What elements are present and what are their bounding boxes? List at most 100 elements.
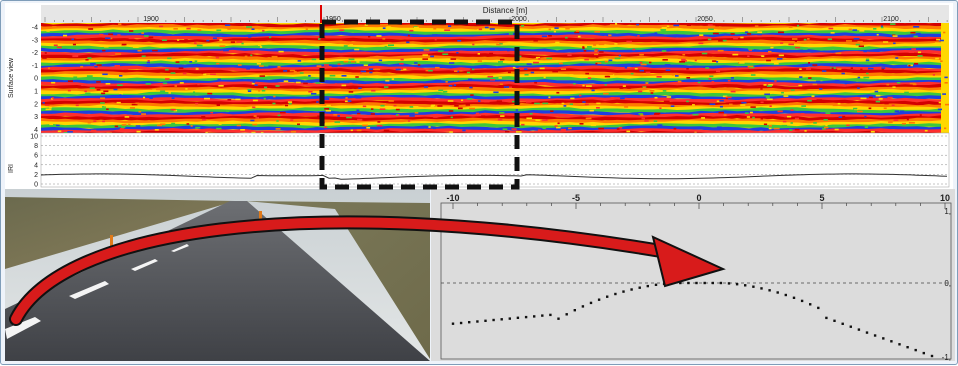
heatmap-speckle	[594, 49, 599, 51]
heatmap-speckle	[101, 92, 106, 95]
heatmap-speckle	[323, 126, 328, 129]
heatmap-speckle	[876, 33, 879, 36]
heatmap-speckle	[838, 116, 843, 118]
heatmap-speckle	[831, 67, 834, 70]
heatmap-speckle	[835, 52, 842, 55]
heatmap-speckle	[319, 121, 325, 124]
heatmap-speckle	[538, 58, 541, 60]
heatmap-speckle	[799, 76, 803, 78]
heatmap-speckle	[502, 128, 508, 130]
heatmap-speckle	[763, 84, 767, 86]
transverse-profile-panel: -10 -5 0 5 10 1, 0, -1,	[431, 189, 955, 362]
heatmap-speckle	[355, 96, 362, 99]
heatmap-speckle	[94, 65, 98, 68]
heatmap-speckle	[357, 112, 361, 115]
heatmap-speckle	[719, 99, 724, 102]
heatmap-speckle	[102, 106, 106, 108]
heatmap-speckle	[926, 27, 932, 29]
heatmap-speckle	[171, 97, 175, 99]
heatmap-speckle	[371, 89, 376, 92]
heatmap-speckle	[768, 50, 772, 53]
heatmap-speckle	[573, 83, 576, 85]
heatmap-speckle	[105, 83, 111, 85]
heatmap-speckle	[583, 50, 587, 52]
heatmap-speckle	[205, 131, 208, 133]
heatmap-speckle	[716, 61, 719, 63]
heatmap-speckle	[752, 116, 755, 119]
heatmap-speckle	[94, 64, 99, 67]
heatmap-speckle	[467, 98, 473, 100]
heatmap-speckle	[121, 124, 127, 126]
heatmap-speckle	[516, 55, 522, 58]
heatmap-speckle	[383, 129, 390, 132]
heatmap-speckle	[144, 36, 147, 38]
heatmap-speckle	[866, 72, 869, 75]
heatmap-speckle	[146, 34, 150, 36]
heatmap-speckle	[156, 124, 162, 127]
heatmap-speckle	[289, 69, 296, 72]
heatmap-speckle	[256, 63, 261, 65]
heatmap-speckle	[458, 107, 463, 110]
heatmap-speckle	[824, 126, 829, 129]
heatmap-speckle	[582, 46, 585, 48]
heatmap-speckle	[469, 86, 473, 89]
heatmap-speckle	[264, 86, 268, 89]
heatmap-speckle	[535, 56, 540, 59]
heatmap-speckle	[595, 56, 599, 58]
heatmap-speckle	[596, 107, 600, 109]
heatmap-speckle	[608, 59, 613, 62]
heatmap-speckle	[943, 31, 946, 34]
profile-point	[752, 285, 755, 288]
heatmap-speckle	[246, 68, 251, 70]
heatmap-speckle	[354, 33, 358, 35]
heatmap-speckle	[435, 66, 440, 69]
heatmap-speckle	[44, 52, 47, 54]
heatmap-speckle	[437, 83, 444, 86]
heatmap-speckle	[853, 107, 858, 110]
heatmap-speckle	[699, 34, 704, 36]
heatmap-speckle	[694, 59, 697, 62]
heatmap-speckle	[549, 105, 554, 108]
heatmap-speckle	[706, 55, 712, 57]
heatmap-speckle	[87, 121, 91, 124]
heatmap-speckle	[496, 100, 502, 102]
iri-plot-area	[40, 132, 950, 188]
profile-point	[930, 354, 934, 358]
heatmap-speckle	[80, 65, 84, 68]
heatmap-speckle	[484, 26, 489, 29]
heatmap-speckle	[374, 68, 380, 71]
heatmap-speckle	[391, 78, 395, 80]
profile-point	[922, 351, 925, 355]
heatmap-speckle	[681, 58, 686, 61]
profile-point	[809, 303, 812, 306]
heatmap-speckle	[154, 129, 159, 131]
heatmap-speckle	[565, 27, 570, 30]
heatmap-speckle	[760, 88, 763, 90]
heatmap-speckle	[942, 93, 946, 95]
heatmap-speckle	[262, 29, 265, 32]
heatmap-speckle	[197, 29, 202, 31]
heatmap-speckle	[194, 42, 197, 44]
heatmap-speckle	[102, 120, 105, 123]
heatmap-speckle	[347, 100, 352, 102]
heatmap-speckle	[666, 25, 670, 28]
heatmap-speckle	[49, 123, 54, 126]
heatmap-speckle	[940, 60, 943, 62]
heatmap-speckle	[533, 39, 538, 42]
heatmap-speckle	[516, 131, 522, 133]
heatmap-speckle	[63, 132, 70, 133]
heatmap-speckle	[686, 77, 691, 79]
heatmap-speckle	[569, 74, 574, 76]
heatmap-speckle	[475, 112, 480, 115]
heatmap-speckle	[496, 43, 501, 46]
heatmap-speckle	[733, 37, 738, 40]
heatmap-speckle	[129, 107, 135, 109]
heatmap-speckle	[88, 28, 94, 30]
heatmap-speckle	[591, 89, 595, 92]
heatmap-speckle	[128, 123, 131, 126]
heatmap-speckle	[727, 79, 731, 82]
heatmap-speckle	[788, 43, 794, 46]
heatmap-speckle	[112, 115, 115, 117]
heatmap-speckle	[275, 128, 281, 130]
